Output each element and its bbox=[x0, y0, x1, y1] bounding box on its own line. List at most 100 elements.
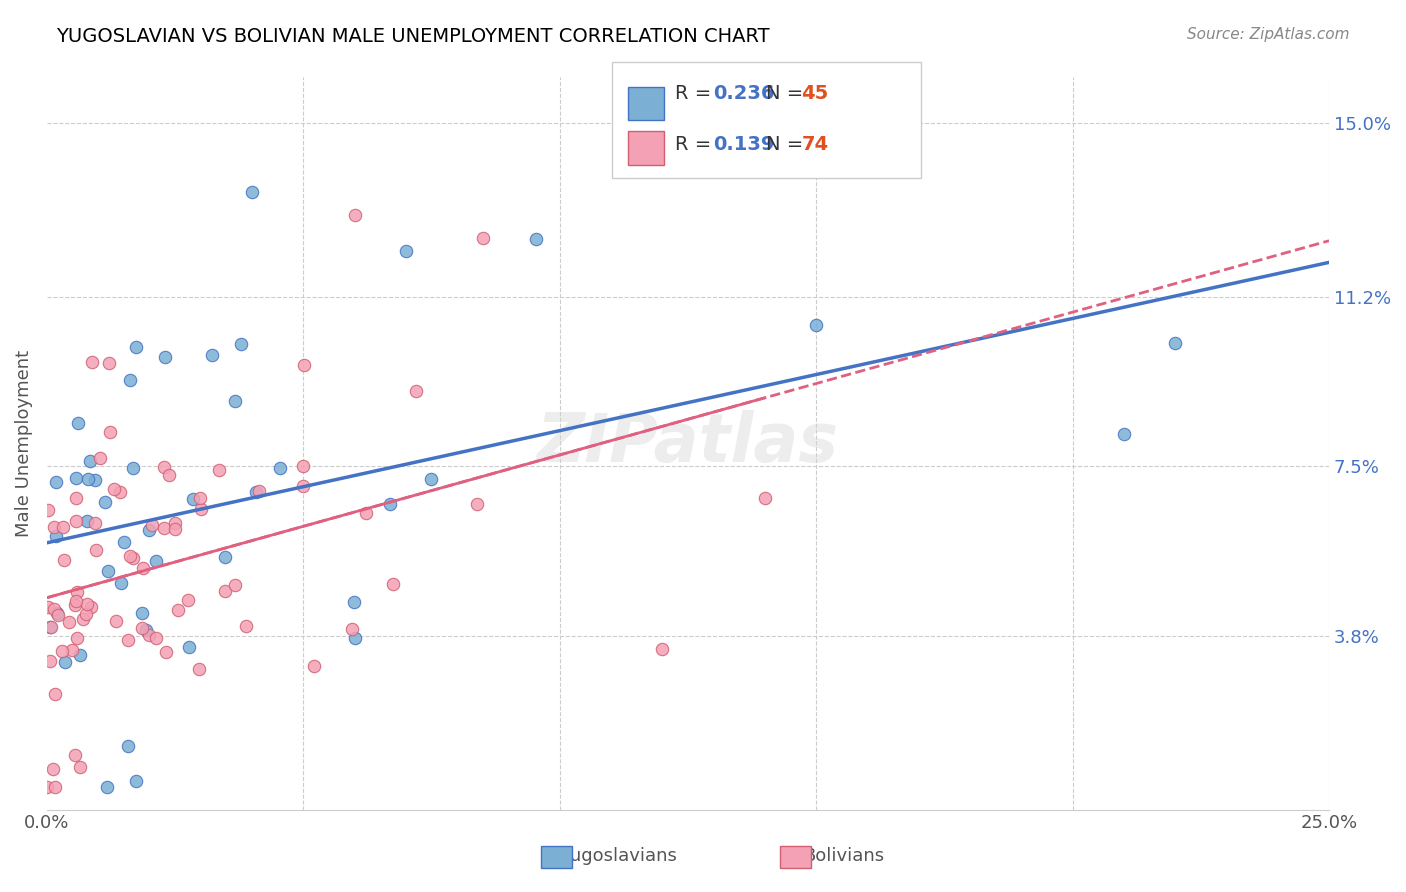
Point bbox=[69, 760, 91, 774]
Point bbox=[97, 356, 120, 370]
Point bbox=[103, 482, 125, 496]
Point bbox=[35, 780, 58, 794]
Point bbox=[153, 350, 176, 364]
Point bbox=[37, 503, 59, 517]
Point bbox=[163, 516, 186, 531]
Point bbox=[1112, 427, 1135, 442]
Point bbox=[39, 620, 62, 634]
Point bbox=[45, 475, 67, 489]
Point bbox=[138, 627, 160, 641]
Text: ZIPatlas: ZIPatlas bbox=[537, 410, 839, 476]
Text: 74: 74 bbox=[801, 135, 828, 154]
Point bbox=[155, 645, 177, 659]
Point bbox=[804, 318, 827, 332]
Point bbox=[190, 502, 212, 516]
Point bbox=[356, 506, 378, 520]
Point bbox=[80, 600, 103, 615]
Point bbox=[135, 623, 157, 637]
Point bbox=[138, 524, 160, 538]
Point bbox=[343, 208, 366, 222]
Point bbox=[83, 516, 105, 530]
Text: R =: R = bbox=[675, 135, 717, 154]
Point bbox=[69, 648, 91, 662]
Point bbox=[117, 739, 139, 753]
Point bbox=[122, 461, 145, 475]
Point bbox=[214, 550, 236, 565]
Point bbox=[89, 450, 111, 465]
Point bbox=[44, 780, 66, 794]
Point bbox=[66, 585, 89, 599]
Point bbox=[75, 607, 97, 621]
Point bbox=[465, 497, 488, 511]
Point bbox=[37, 599, 59, 614]
Point bbox=[471, 230, 494, 244]
Point bbox=[117, 632, 139, 647]
Point bbox=[131, 606, 153, 620]
Point bbox=[395, 244, 418, 259]
Text: YUGOSLAVIAN VS BOLIVIAN MALE UNEMPLOYMENT CORRELATION CHART: YUGOSLAVIAN VS BOLIVIAN MALE UNEMPLOYMEN… bbox=[56, 27, 770, 45]
Point bbox=[76, 514, 98, 528]
Point bbox=[235, 618, 257, 632]
Point bbox=[247, 483, 270, 498]
Point bbox=[79, 454, 101, 468]
Point bbox=[44, 687, 66, 701]
Point bbox=[405, 384, 427, 398]
Point bbox=[342, 622, 364, 636]
Point bbox=[58, 615, 80, 629]
Point bbox=[98, 425, 121, 440]
Point bbox=[292, 358, 315, 372]
Point bbox=[152, 521, 174, 535]
Point bbox=[381, 576, 404, 591]
Point bbox=[754, 491, 776, 506]
Point bbox=[51, 644, 73, 658]
Point bbox=[42, 762, 65, 776]
Point bbox=[163, 522, 186, 536]
Point bbox=[201, 348, 224, 362]
Point bbox=[108, 484, 131, 499]
Point bbox=[42, 602, 65, 616]
Point bbox=[110, 576, 132, 591]
Point bbox=[292, 459, 315, 474]
Text: 45: 45 bbox=[801, 84, 828, 103]
Point bbox=[105, 614, 128, 628]
Point bbox=[84, 543, 107, 558]
Point bbox=[120, 549, 142, 563]
Y-axis label: Male Unemployment: Male Unemployment bbox=[15, 350, 32, 537]
Point bbox=[132, 561, 155, 575]
Point bbox=[65, 514, 87, 528]
Point bbox=[66, 631, 89, 645]
Point bbox=[65, 593, 87, 607]
Point bbox=[72, 612, 94, 626]
Point bbox=[63, 747, 86, 762]
Point bbox=[302, 659, 325, 673]
Point bbox=[152, 459, 174, 474]
Point bbox=[269, 460, 291, 475]
Text: Yugoslavians: Yugoslavians bbox=[561, 847, 676, 865]
Point bbox=[187, 661, 209, 675]
Text: 0.139: 0.139 bbox=[713, 135, 775, 154]
Point bbox=[39, 620, 62, 634]
Point bbox=[120, 373, 142, 387]
Point bbox=[208, 463, 231, 477]
Text: N =: N = bbox=[766, 135, 810, 154]
Point bbox=[344, 631, 367, 645]
Point bbox=[240, 185, 263, 199]
Point bbox=[214, 583, 236, 598]
Point bbox=[177, 640, 200, 654]
Point bbox=[82, 354, 104, 368]
Point bbox=[125, 340, 148, 354]
Text: Source: ZipAtlas.com: Source: ZipAtlas.com bbox=[1187, 27, 1350, 42]
Point bbox=[65, 491, 87, 506]
Point bbox=[97, 564, 120, 578]
Point bbox=[96, 780, 118, 794]
Point bbox=[145, 632, 167, 646]
Point bbox=[145, 554, 167, 568]
Point bbox=[42, 520, 65, 534]
Point bbox=[46, 608, 69, 623]
Point bbox=[52, 520, 75, 534]
Point bbox=[188, 491, 211, 505]
Point bbox=[112, 535, 135, 549]
Point bbox=[524, 232, 547, 246]
Point bbox=[45, 529, 67, 543]
Point bbox=[52, 553, 75, 567]
